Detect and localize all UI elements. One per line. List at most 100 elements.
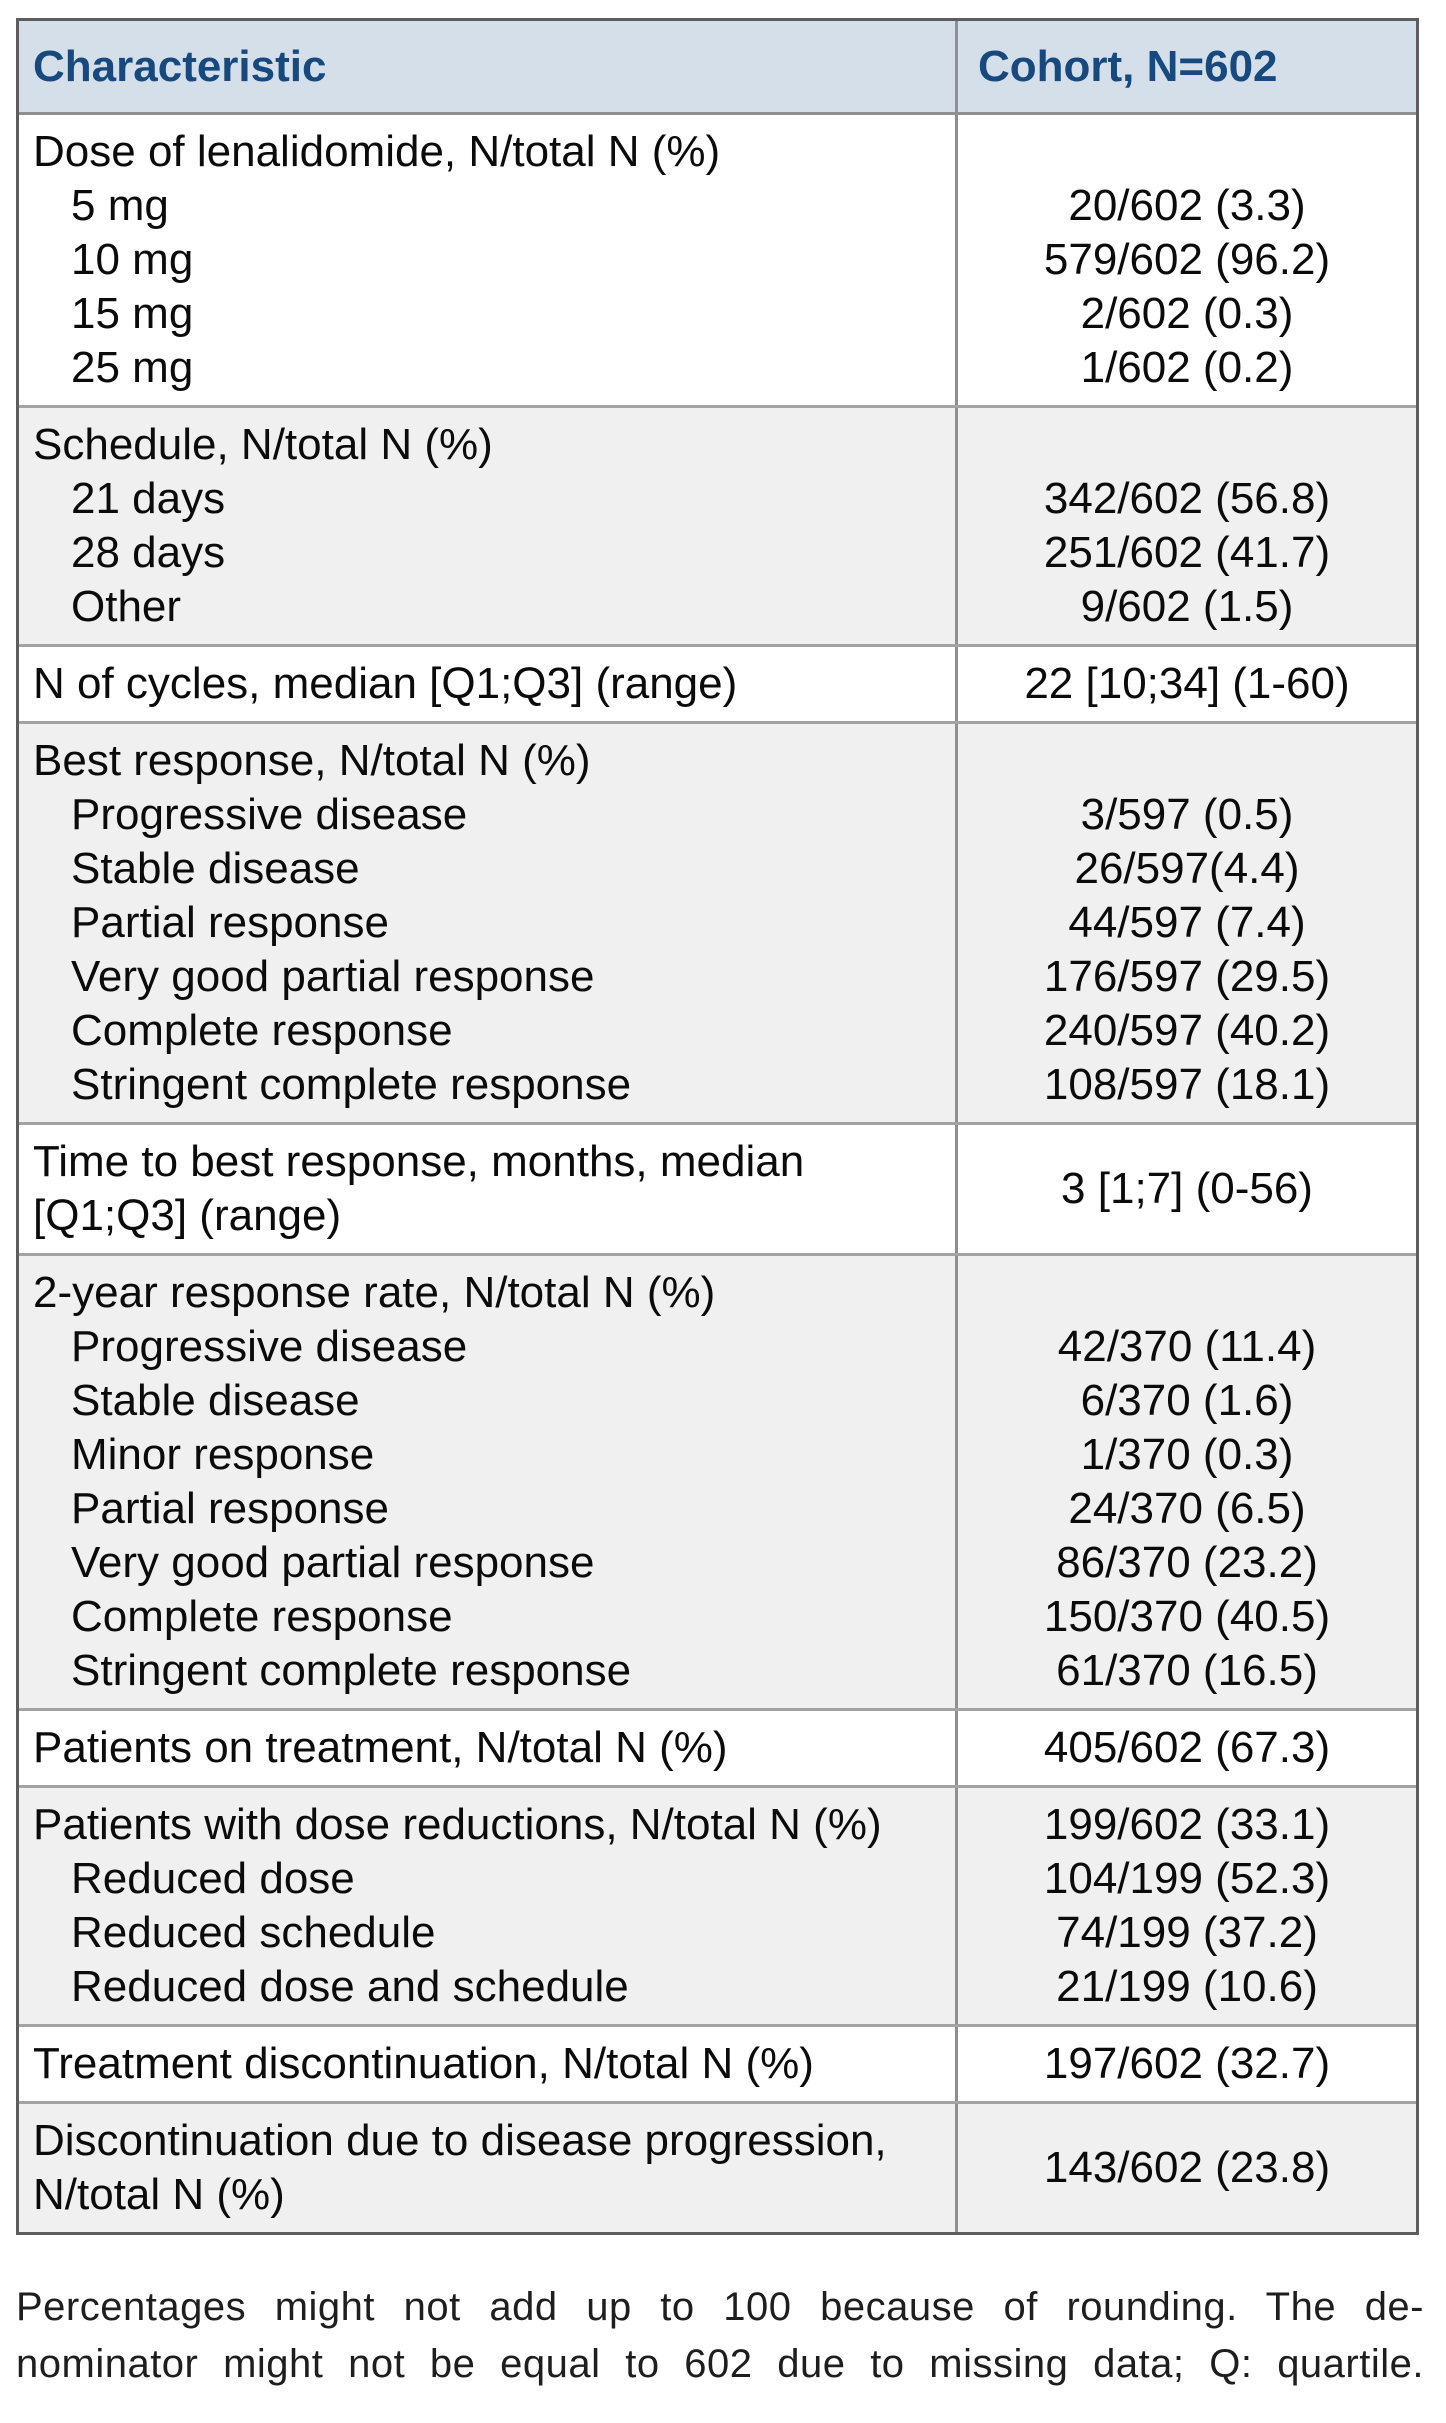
group-dose-reductions: Patients with dose reductions, N/total N… [19,1785,1416,2024]
row-value: 251/602 (41.7) [1043,528,1331,577]
footnote-line-1: Percentages might not add up to 100 beca… [16,2285,1424,2329]
row-value: 2/602 (0.3) [1080,289,1294,338]
row-value: 1/602 (0.2) [1080,343,1294,392]
group-label: Best response, N/total N (%) [33,736,591,785]
group-right-cell: 22 [10;34] (1-60) [955,647,1416,721]
group-label-line2: [Q1;Q3] (range) [33,1191,342,1240]
table-header-row: Characteristic Cohort, N=602 [19,21,1416,115]
row-value: 240/597 (40.2) [1043,1006,1331,1055]
group-left-cell: Best response, N/total N (%) Progressive… [19,724,955,1122]
group-n-of-cycles: N of cycles, median [Q1;Q3] (range) 22 [… [19,644,1416,721]
group-left-cell: Patients on treatment, N/total N (%) [19,1711,955,1785]
row-label: 5 mg [71,181,169,230]
characteristics-table: Characteristic Cohort, N=602 Dose of len… [16,18,1419,2235]
group-right-cell: 342/602 (56.8) 251/602 (41.7) 9/602 (1.5… [955,408,1416,644]
row-value: 104/199 (52.3) [1043,1854,1331,1903]
row-label: Partial response [71,1484,389,1533]
row-value: 86/370 (23.2) [1056,1538,1318,1587]
row-value: 150/370 (40.5) [1043,1592,1331,1641]
group-label: Patients with dose reductions, N/total N… [33,1800,882,1849]
row-value: 143/602 (23.8) [1043,2143,1331,2192]
group-label: 2-year response rate, N/total N (%) [33,1268,716,1317]
row-label: 25 mg [71,343,194,392]
row-value: 1/370 (0.3) [1080,1430,1294,1479]
group-label: Dose of lenalidomide, N/total N (%) [33,127,721,176]
row-value: 342/602 (56.8) [1043,474,1331,523]
row-label: Reduced schedule [71,1908,436,1957]
group-value: 199/602 (33.1) [1043,1800,1331,1849]
row-label: Stable disease [71,1376,360,1425]
row-label: Reduced dose [71,1854,355,1903]
row-label: 10 mg [71,235,194,284]
group-left-cell: Treatment discontinuation, N/total N (%) [19,2027,955,2101]
group-right-cell: 3/597 (0.5) 26/597(4.4) 44/597 (7.4) 176… [955,724,1416,1122]
group-right-cell: 3 [1;7] (0-56) [955,1125,1416,1253]
group-discontinuation-progression: Discontinuation due to disease progressi… [19,2101,1416,2232]
group-right-cell: 42/370 (11.4) 6/370 (1.6) 1/370 (0.3) 24… [955,1256,1416,1708]
group-treatment-discontinuation: Treatment discontinuation, N/total N (%)… [19,2024,1416,2101]
header-cell-cohort-n: Cohort, N=602 [955,21,1416,112]
row-label: Progressive disease [71,790,468,839]
group-right-cell: 20/602 (3.3) 579/602 (96.2) 2/602 (0.3) … [955,115,1416,405]
group-label-line2: N/total N (%) [33,2170,285,2219]
row-value: 42/370 (11.4) [1057,1322,1317,1371]
row-value: 20/602 (3.3) [1068,181,1306,230]
row-value: 3/597 (0.5) [1080,790,1294,839]
row-value: 405/602 (67.3) [1043,1723,1331,1772]
row-label: 15 mg [71,289,194,338]
header-cell-characteristic: Characteristic [33,42,327,91]
group-label: N of cycles, median [Q1;Q3] (range) [33,659,738,708]
group-left-cell: Dose of lenalidomide, N/total N (%) 5 mg… [19,115,955,405]
row-label: Stringent complete response [71,1060,632,1109]
value-spacer [964,418,1410,472]
row-label: Complete response [71,1006,453,1055]
group-right-cell: 143/602 (23.8) [955,2104,1416,2232]
row-value: 579/602 (96.2) [1043,235,1331,284]
row-label: Complete response [71,1592,453,1641]
group-left-cell: Patients with dose reductions, N/total N… [19,1788,955,2024]
row-value: 9/602 (1.5) [1080,582,1294,631]
row-value: 44/597 (7.4) [1068,898,1306,947]
group-2-year-response-rate: 2-year response rate, N/total N (%) Prog… [19,1253,1416,1708]
group-label-line1: Discontinuation due to disease progressi… [33,2116,887,2165]
group-time-to-best-response: Time to best response, months, median [Q… [19,1122,1416,1253]
group-dose-of-lenalidomide: Dose of lenalidomide, N/total N (%) 5 mg… [19,115,1416,405]
group-left-cell: Discontinuation due to disease progressi… [19,2104,955,2232]
value-spacer [964,734,1410,788]
group-label: Patients on treatment, N/total N (%) [33,1723,728,1772]
row-label: Other [71,582,182,631]
group-right-cell: 197/602 (32.7) [955,2027,1416,2101]
row-value: 26/597(4.4) [1074,844,1300,893]
group-right-cell: 405/602 (67.3) [955,1711,1416,1785]
row-value: 6/370 (1.6) [1080,1376,1294,1425]
group-schedule: Schedule, N/total N (%) 21 days 28 days … [19,405,1416,644]
row-value: 176/597 (29.5) [1043,952,1331,1001]
row-label: Partial response [71,898,389,947]
group-label-line1: Time to best response, months, median [33,1137,805,1186]
group-label: Schedule, N/total N (%) [33,420,493,469]
row-label: Reduced dose and schedule [71,1962,629,2011]
row-label: 28 days [71,528,226,577]
row-value: 21/199 (10.6) [1056,1962,1318,2011]
value-spacer [964,125,1410,179]
group-right-cell: 199/602 (33.1) 104/199 (52.3) 74/199 (37… [955,1788,1416,2024]
group-left-cell: Schedule, N/total N (%) 21 days 28 days … [19,408,955,644]
row-label: Very good partial response [71,952,595,1001]
row-value: 22 [10;34] (1-60) [1024,659,1350,708]
row-label: Very good partial response [71,1538,595,1587]
group-best-response: Best response, N/total N (%) Progressive… [19,721,1416,1122]
row-label: Stringent complete response [71,1646,632,1695]
row-value: 108/597 (18.1) [1043,1060,1331,1109]
row-value: 24/370 (6.5) [1068,1484,1306,1533]
row-value: 3 [1;7] (0-56) [1061,1164,1313,1213]
footnote-line-2: nominator might not be equal to 602 due … [16,2342,1424,2386]
table-footnote: Percentages might not add up to 100 beca… [16,2279,1424,2393]
row-label: Progressive disease [71,1322,468,1371]
row-value: 61/370 (16.5) [1056,1646,1318,1695]
group-patients-on-treatment: Patients on treatment, N/total N (%) 405… [19,1708,1416,1785]
group-label: Treatment discontinuation, N/total N (%) [33,2039,814,2088]
group-left-cell: N of cycles, median [Q1;Q3] (range) [19,647,955,721]
value-spacer [964,1266,1410,1320]
row-value: 197/602 (32.7) [1043,2039,1331,2088]
